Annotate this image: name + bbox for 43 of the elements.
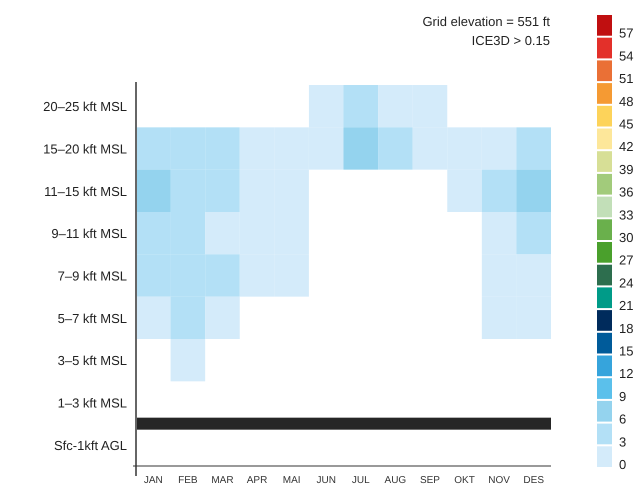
x-tick-label: OKT [454, 475, 475, 486]
color-bar-label: 6 [619, 412, 626, 427]
chart-subtitle: ICE3D > 0.15 [472, 33, 550, 48]
color-bar-label: 57 [619, 26, 634, 41]
color-bar-label: 30 [619, 230, 634, 245]
x-tick-label: APR [246, 475, 268, 486]
color-bar-label: 27 [619, 252, 634, 268]
color-bar-label: 51 [619, 71, 634, 86]
color-bar-label: 18 [619, 320, 634, 336]
color-bar-label: 36 [619, 184, 634, 200]
x-tick-label: AUG [384, 475, 406, 486]
y-tick-label: 11–15 kft MSL [44, 184, 127, 199]
y-tick-label: 7–9 kft MSL [58, 268, 127, 284]
color-bar-label: 0 [619, 457, 626, 472]
y-tick-label: 15–20 kft MSL [43, 142, 127, 156]
y-tick-label: 1–3 kft MSL [58, 396, 127, 410]
x-tick-label: MAR [211, 475, 234, 486]
x-tick-label: DES [523, 475, 544, 486]
y-tick-label: Sfc-1kft AGL [54, 438, 127, 453]
color-bar-label: 24 [619, 275, 634, 290]
color-bar-label: 33 [619, 207, 634, 222]
color-bar-label: 21 [619, 298, 634, 314]
x-tick-label: JUN [316, 475, 336, 486]
y-tick-label: 9–11 kft MSL [51, 226, 127, 242]
x-tick-label: JAN [144, 475, 163, 486]
x-tick-label: MAI [282, 475, 301, 486]
color-bar-label: 15 [619, 344, 634, 358]
x-tick-label: FEB [178, 475, 198, 486]
color-bar-label: 42 [619, 139, 634, 154]
color-bar-label: 45 [619, 116, 634, 132]
color-bar-label: 39 [619, 162, 634, 177]
y-tick-label: 5–7 kft MSL [58, 310, 127, 326]
color-bar-label: 48 [619, 94, 634, 109]
color-bar-label: 12 [619, 366, 634, 382]
x-tick-label: NOV [488, 475, 510, 486]
color-bar-label: 9 [619, 388, 626, 404]
x-tick-label: JUL [352, 475, 370, 486]
color-bar-label: 54 [619, 48, 634, 64]
x-tick-label: SEP [420, 475, 440, 486]
y-tick-label: 3–5 kft MSL [58, 353, 127, 368]
color-bar-label: 3 [619, 434, 626, 450]
y-tick-label: 20–25 kft MSL [43, 99, 127, 114]
chart-title: Grid elevation = 551 ft [422, 14, 550, 29]
